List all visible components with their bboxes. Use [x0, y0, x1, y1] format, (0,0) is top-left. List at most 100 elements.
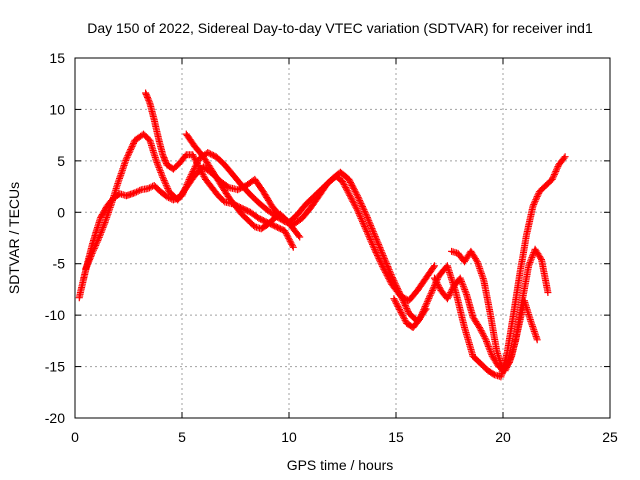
x-tick-label: 15 — [388, 429, 404, 445]
data-point — [392, 281, 400, 289]
data-point — [444, 293, 452, 301]
data-point — [370, 244, 378, 252]
plot-series — [75, 89, 569, 381]
data-point — [421, 303, 429, 310]
data-point — [190, 152, 197, 160]
data-point — [434, 280, 442, 288]
data-point — [361, 223, 369, 230]
data-point — [394, 286, 402, 294]
data-point — [131, 189, 139, 197]
data-point — [363, 227, 371, 235]
data-point — [476, 325, 484, 333]
data-point — [403, 305, 411, 312]
x-axis-label: GPS time / hours — [287, 457, 394, 473]
data-point — [480, 333, 488, 341]
x-tick-label: 0 — [71, 429, 79, 445]
data-point — [354, 206, 361, 214]
data-point — [390, 277, 398, 285]
data-point — [359, 203, 366, 211]
data-point — [550, 171, 558, 179]
data-point — [340, 181, 348, 188]
data-point — [420, 306, 428, 314]
data-point — [372, 234, 380, 242]
data-point — [93, 238, 101, 246]
data-point — [92, 240, 100, 248]
data-point — [552, 167, 560, 175]
data-point — [393, 301, 401, 309]
data-point — [532, 196, 540, 204]
data-point — [553, 164, 561, 172]
y-tick-label: -5 — [53, 256, 66, 272]
data-point — [355, 195, 363, 203]
data-point — [156, 165, 163, 173]
data-point — [461, 287, 469, 295]
data-point — [533, 336, 541, 344]
data-point — [400, 315, 408, 323]
data-point — [527, 255, 535, 263]
data-point — [369, 240, 376, 248]
data-point — [197, 166, 205, 174]
data-point — [507, 354, 515, 362]
data-point — [281, 227, 289, 235]
data-point — [421, 304, 428, 312]
data-point — [347, 194, 355, 202]
data-point — [550, 172, 558, 180]
data-point — [366, 236, 374, 243]
data-point — [341, 182, 349, 190]
x-tick-label: 5 — [178, 429, 186, 445]
data-point — [533, 194, 540, 202]
data-point — [391, 278, 399, 286]
data-point — [89, 248, 97, 256]
data-point — [527, 317, 535, 325]
data-point — [354, 208, 362, 216]
data-point — [220, 197, 227, 205]
data-point — [367, 221, 375, 229]
data-point — [418, 309, 426, 317]
data-point — [165, 194, 173, 202]
data-point — [145, 184, 153, 192]
data-point — [346, 191, 354, 199]
y-tick-labels: -20 -15 -10 -5 0 5 10 15 — [45, 50, 65, 426]
data-point — [503, 364, 511, 371]
data-point — [358, 216, 366, 224]
data-point — [103, 214, 111, 221]
data-point — [351, 202, 359, 210]
data-point — [198, 169, 206, 177]
data-point — [380, 253, 388, 261]
data-point — [423, 298, 431, 306]
data-point — [386, 269, 394, 277]
data-point — [194, 162, 202, 169]
data-point — [396, 289, 404, 297]
data-point — [189, 151, 197, 159]
data-point — [548, 175, 556, 183]
data-point — [360, 206, 368, 214]
y-tick-label: -15 — [45, 359, 65, 375]
data-point — [472, 256, 480, 264]
data-point — [356, 211, 364, 219]
chart-title: Day 150 of 2022, Sidereal Day-to-day VTE… — [87, 20, 593, 36]
data-point — [356, 197, 364, 204]
data-point — [530, 201, 538, 208]
data-point — [388, 274, 396, 282]
data-point — [345, 190, 353, 198]
data-point — [370, 229, 378, 237]
data-point — [339, 179, 347, 187]
data-point — [417, 312, 425, 320]
data-point — [432, 277, 440, 285]
data-point — [371, 231, 379, 239]
data-point — [375, 242, 383, 250]
data-point — [199, 171, 207, 179]
data-point — [531, 197, 539, 205]
data-point — [476, 324, 483, 331]
data-point — [487, 349, 495, 357]
data-point — [416, 315, 423, 323]
data-point — [342, 184, 350, 192]
data-point — [393, 284, 401, 292]
data-point — [95, 235, 102, 243]
data-point — [358, 201, 366, 209]
data-point — [459, 282, 467, 290]
data-point — [560, 154, 568, 162]
data-point — [125, 150, 132, 158]
data-point — [286, 237, 294, 245]
data-point — [287, 239, 295, 247]
